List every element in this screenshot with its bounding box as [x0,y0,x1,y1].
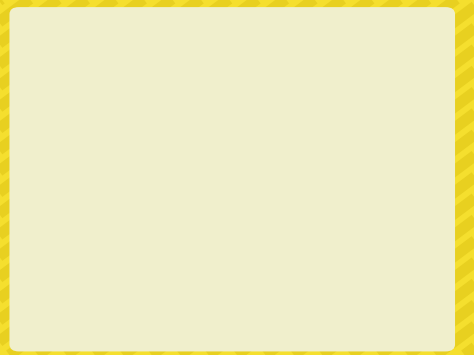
Bar [271,141,416,173]
Text: configurations!: configurations! [55,92,175,107]
Text: Noble Gas Configuration: Noble Gas Configuration [54,34,420,59]
Text: $\mathbf{1s^2\ 2s^2\ 2p^6\ 3s^2\ 3p^6}$: $\mathbf{1s^2\ 2s^2\ 2p^6\ 3s^2\ 3p^6}$ [112,179,290,203]
Text: [Ar]: [Ar] [53,182,92,200]
Text: Br: Br [62,148,84,166]
Text: A shorter way to write electron: A shorter way to write electron [55,76,282,91]
Text: $\mathbf{1s^2\ 2s^2\ 2p^6\ 3s^2\ 3p^6\ 4s^2\ 3d^{10}\ 4p^5}$: $\mathbf{1s^2\ 2s^2\ 2p^6\ 3s^2\ 3p^6\ 4… [112,145,409,169]
Bar [108,141,313,206]
Text: Electron configuration of Bromine (Br): Electron configuration of Bromine (Br) [55,118,333,133]
